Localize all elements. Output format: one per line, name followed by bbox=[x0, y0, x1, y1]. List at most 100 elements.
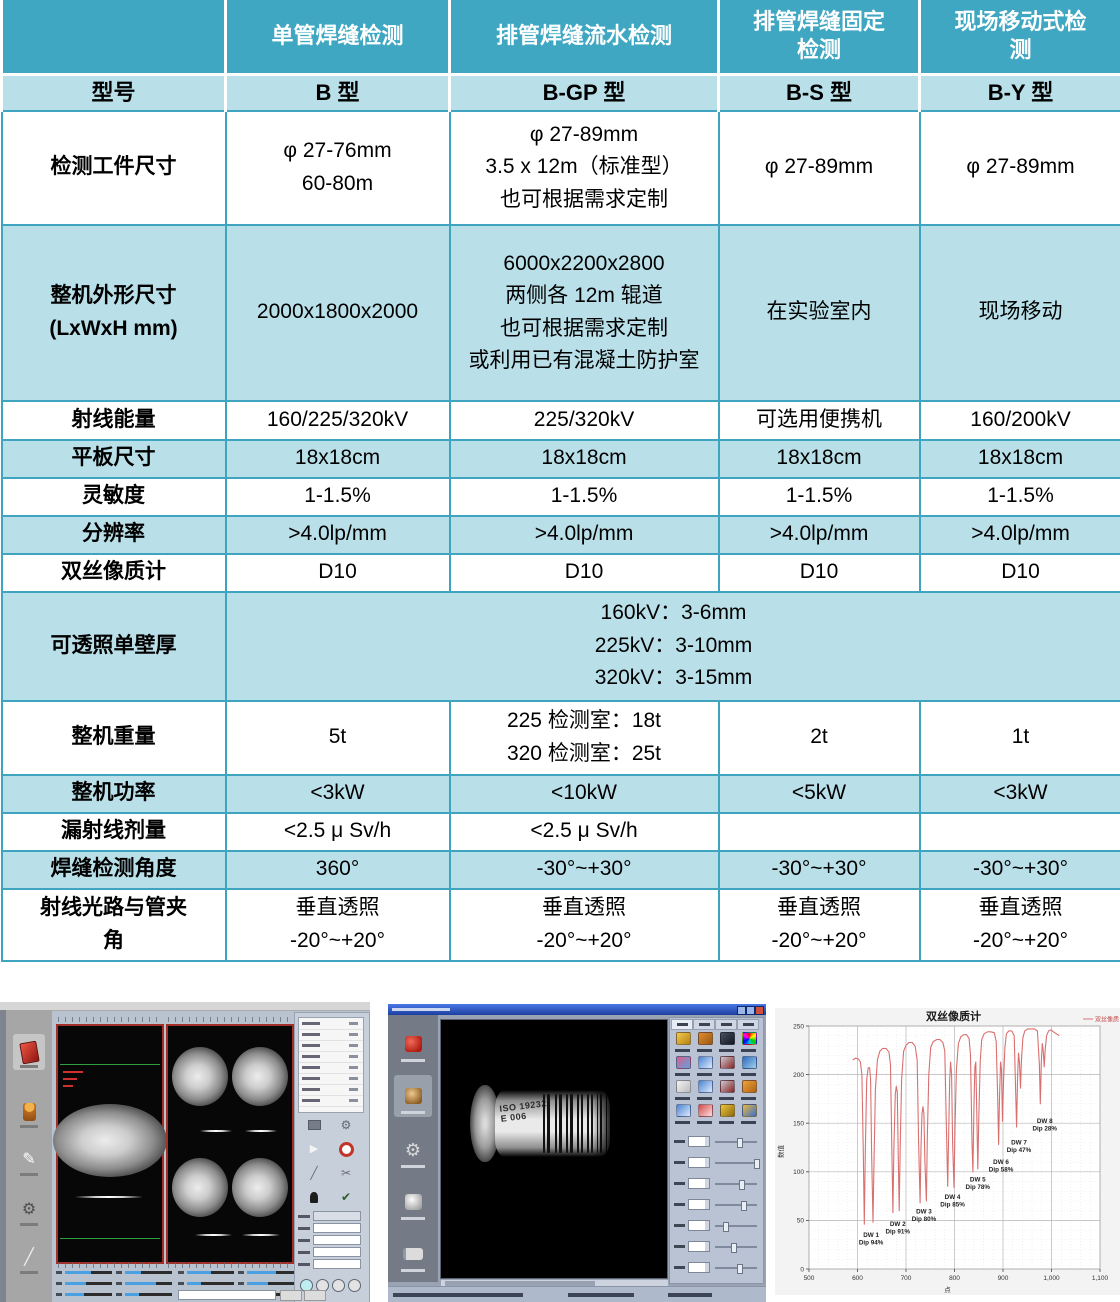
spin-arrows[interactable] bbox=[705, 1263, 709, 1272]
profile-button[interactable] bbox=[304, 1187, 324, 1207]
volume-view-button[interactable] bbox=[394, 1181, 432, 1223]
slider-spinbox[interactable] bbox=[688, 1157, 710, 1168]
mini-slider[interactable] bbox=[116, 1268, 172, 1277]
slider-row[interactable] bbox=[672, 1132, 761, 1151]
slider-track[interactable] bbox=[65, 1293, 112, 1296]
spin-arrows[interactable] bbox=[705, 1200, 709, 1209]
slider-row[interactable] bbox=[672, 1237, 761, 1256]
report-button[interactable] bbox=[394, 1233, 432, 1275]
scroll-thumb[interactable] bbox=[445, 1281, 595, 1286]
slider-row[interactable] bbox=[672, 1153, 761, 1172]
tool-icon-button[interactable] bbox=[694, 1055, 715, 1078]
mini-slider[interactable] bbox=[238, 1268, 294, 1277]
tool-icon-button[interactable] bbox=[672, 1055, 693, 1078]
tool-icon-button[interactable] bbox=[716, 1079, 737, 1102]
tool-icon-button[interactable] bbox=[716, 1055, 737, 1078]
slider-spinbox[interactable] bbox=[688, 1262, 710, 1273]
tool-icon-button[interactable] bbox=[716, 1031, 737, 1054]
capture-tool-button[interactable] bbox=[13, 1034, 45, 1070]
save-button[interactable] bbox=[304, 1290, 326, 1301]
slider-track[interactable] bbox=[715, 1264, 757, 1274]
tool-icon-button[interactable] bbox=[672, 1103, 693, 1126]
edit-tool-button[interactable]: ✎ bbox=[13, 1142, 45, 1178]
field-input[interactable] bbox=[313, 1259, 361, 1269]
acquisition-button[interactable] bbox=[394, 1023, 432, 1065]
spin-arrows[interactable] bbox=[705, 1242, 709, 1251]
browse-button[interactable] bbox=[280, 1290, 302, 1301]
slider-row[interactable] bbox=[672, 1195, 761, 1214]
slider-row[interactable] bbox=[672, 1216, 761, 1235]
mini-slider[interactable] bbox=[238, 1279, 294, 1288]
slider-thumb[interactable] bbox=[753, 1159, 760, 1169]
field-input[interactable] bbox=[313, 1223, 361, 1233]
spin-arrows[interactable] bbox=[705, 1179, 709, 1188]
wrench-button[interactable]: ╱ bbox=[304, 1163, 324, 1183]
mini-slider[interactable] bbox=[178, 1279, 234, 1288]
slider-spinbox[interactable] bbox=[688, 1241, 710, 1252]
tool-icon-button[interactable] bbox=[738, 1031, 759, 1054]
slider-row[interactable] bbox=[672, 1258, 761, 1277]
record-stop-button[interactable] bbox=[336, 1139, 356, 1159]
spin-arrows[interactable] bbox=[705, 1221, 709, 1230]
tool-icon-button[interactable] bbox=[694, 1031, 715, 1054]
image-process-button[interactable] bbox=[394, 1075, 432, 1117]
slider-track[interactable] bbox=[125, 1282, 172, 1285]
slider-track[interactable] bbox=[715, 1180, 757, 1190]
mini-slider[interactable] bbox=[116, 1290, 172, 1299]
slider-track[interactable] bbox=[187, 1282, 234, 1285]
confirm-button[interactable]: ✔ bbox=[336, 1187, 356, 1207]
slider-track[interactable] bbox=[715, 1222, 757, 1232]
slider-track[interactable] bbox=[247, 1271, 294, 1274]
robot-button[interactable]: ⚙ bbox=[336, 1115, 356, 1135]
field-input[interactable] bbox=[313, 1235, 361, 1245]
play-button[interactable]: ▶ bbox=[304, 1139, 324, 1159]
tool-icon-button[interactable] bbox=[672, 1079, 693, 1102]
slider-track[interactable] bbox=[65, 1271, 112, 1274]
tool-icon-button[interactable] bbox=[738, 1079, 759, 1102]
tab-tools[interactable] bbox=[693, 1019, 715, 1030]
maximize-button[interactable] bbox=[746, 1006, 755, 1015]
mini-slider[interactable] bbox=[56, 1268, 112, 1277]
slider-thumb[interactable] bbox=[722, 1222, 729, 1232]
mini-slider[interactable] bbox=[178, 1268, 234, 1277]
status-lamp[interactable] bbox=[332, 1279, 345, 1292]
mini-slider[interactable] bbox=[56, 1290, 112, 1299]
tool-icon-button[interactable] bbox=[738, 1055, 759, 1078]
tab-view[interactable] bbox=[671, 1019, 693, 1030]
device-button[interactable] bbox=[304, 1115, 324, 1135]
slider-track[interactable] bbox=[125, 1293, 172, 1296]
slider-spinbox[interactable] bbox=[688, 1178, 710, 1189]
slider-row[interactable] bbox=[672, 1174, 761, 1193]
tool-icon-button[interactable] bbox=[694, 1103, 715, 1126]
slider-thumb[interactable] bbox=[739, 1180, 746, 1190]
slider-track[interactable] bbox=[715, 1159, 760, 1169]
tab-output[interactable] bbox=[737, 1019, 759, 1030]
status-lamp[interactable] bbox=[348, 1279, 361, 1292]
path-input[interactable] bbox=[178, 1290, 276, 1300]
slider-spinbox[interactable] bbox=[688, 1136, 710, 1147]
mini-slider[interactable] bbox=[56, 1279, 112, 1288]
settings-tool-button[interactable]: ⚙ bbox=[13, 1192, 45, 1228]
slider-track[interactable] bbox=[125, 1271, 172, 1274]
slider-thumb[interactable] bbox=[730, 1243, 737, 1253]
slider-track[interactable] bbox=[247, 1282, 294, 1285]
slider-spinbox[interactable] bbox=[688, 1220, 710, 1231]
annotate-tool-button[interactable]: ╱ bbox=[13, 1240, 45, 1276]
slider-track[interactable] bbox=[715, 1243, 757, 1253]
field-input[interactable] bbox=[313, 1247, 361, 1257]
tab-analyze[interactable] bbox=[715, 1019, 737, 1030]
slider-track[interactable] bbox=[187, 1271, 234, 1274]
spin-arrows[interactable] bbox=[705, 1137, 709, 1146]
cut-button[interactable]: ✂ bbox=[336, 1163, 356, 1183]
spin-arrows[interactable] bbox=[705, 1158, 709, 1167]
slider-track[interactable] bbox=[715, 1138, 757, 1148]
tool-icon-button[interactable] bbox=[694, 1079, 715, 1102]
slider-spinbox[interactable] bbox=[688, 1199, 710, 1210]
positioning-tool-button[interactable] bbox=[13, 1094, 45, 1130]
slider-thumb[interactable] bbox=[736, 1264, 743, 1274]
tool-icon-button[interactable] bbox=[672, 1031, 693, 1054]
slider-thumb[interactable] bbox=[741, 1201, 748, 1211]
tool-icon-button[interactable] bbox=[716, 1103, 737, 1126]
mini-slider[interactable] bbox=[116, 1279, 172, 1288]
slider-track[interactable] bbox=[715, 1201, 757, 1211]
